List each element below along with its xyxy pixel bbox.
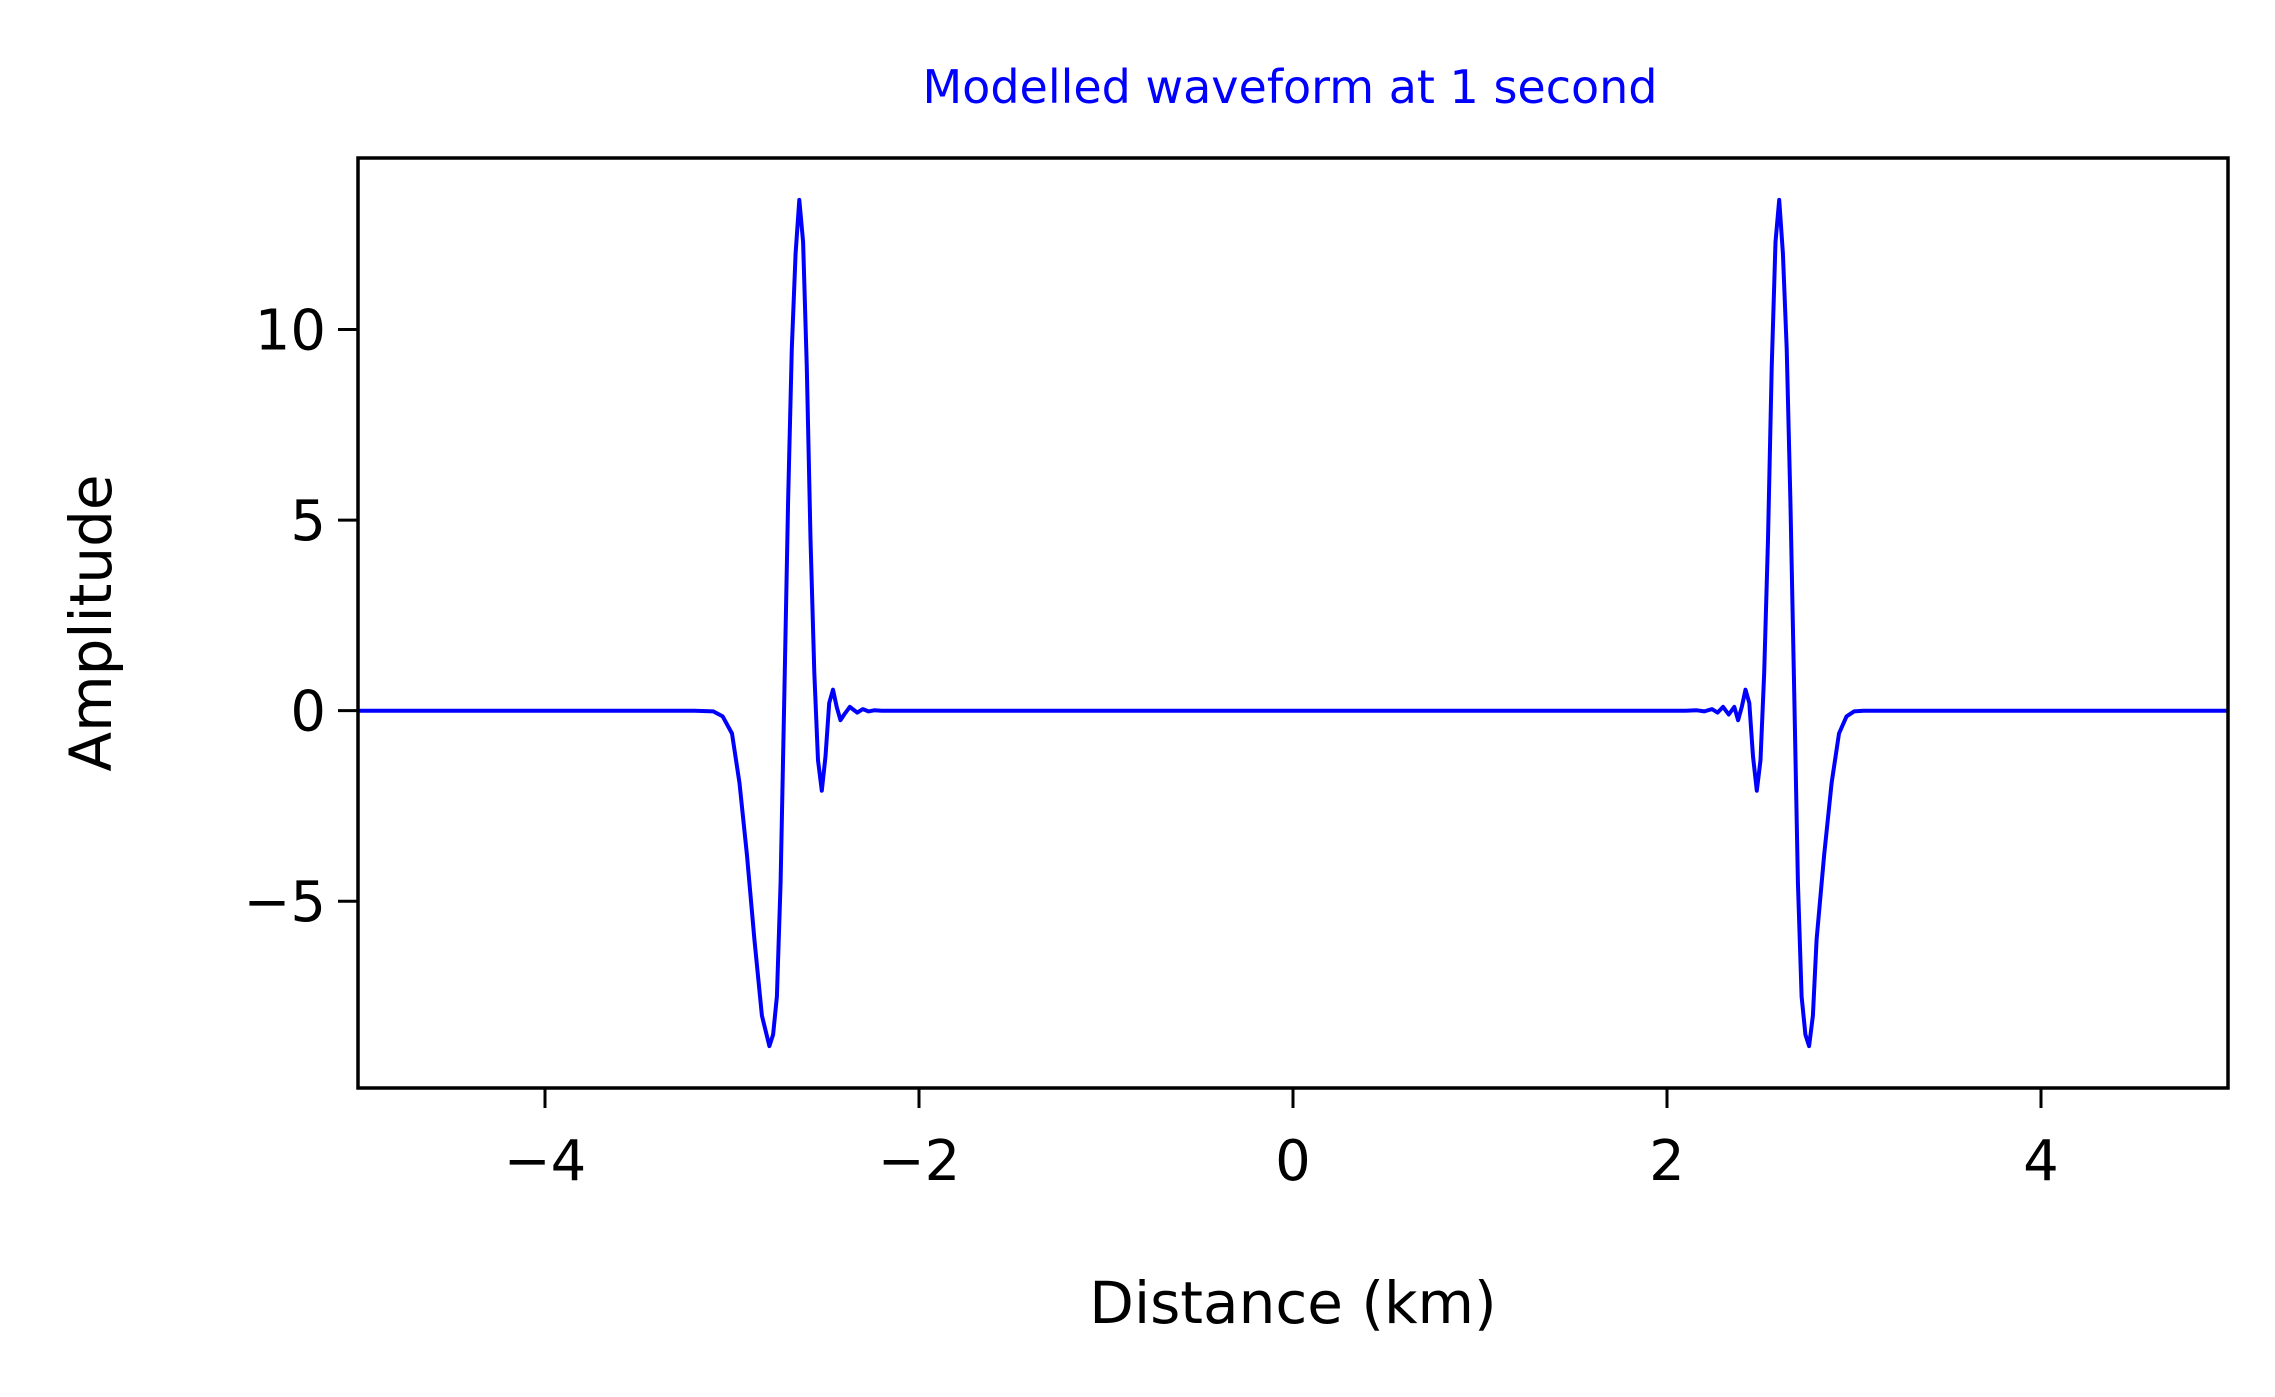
x-tick-label: 4 (2023, 1129, 2059, 1194)
x-axis-ticks: −4 −2 0 2 4 (504, 1088, 2059, 1194)
x-axis-label: Distance (km) (1089, 1269, 1496, 1337)
y-axis-ticks: −5 0 5 10 (243, 299, 358, 935)
y-tick-label: 0 (290, 680, 326, 745)
x-tick-label: −4 (504, 1129, 587, 1194)
y-tick-label: 10 (255, 299, 326, 364)
x-tick-label: 0 (1275, 1129, 1311, 1194)
x-tick-label: −2 (878, 1129, 961, 1194)
x-tick-label: 2 (1649, 1129, 1685, 1194)
chart-title: Modelled waveform at 1 second (922, 60, 1657, 114)
y-tick-label: 5 (290, 489, 326, 554)
waveform-series-line (358, 197, 2228, 1049)
y-axis-label: Amplitude (57, 474, 125, 771)
y-tick-label: −5 (243, 870, 326, 935)
